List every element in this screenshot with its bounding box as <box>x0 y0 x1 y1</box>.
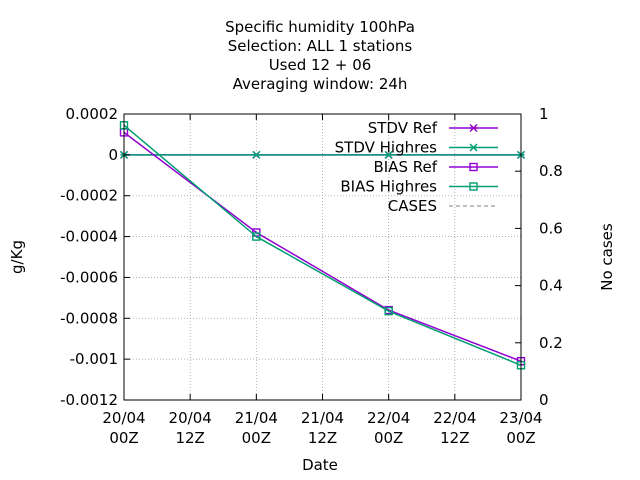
y2-tick-label: 0.4 <box>539 277 563 295</box>
marker-stroke <box>384 150 393 159</box>
x-tick-label-date: 20/04 <box>169 409 212 427</box>
y-tick-label: -0.0006 <box>60 268 118 286</box>
legend-label-stdv-ref: STDV Ref <box>368 119 438 137</box>
y-tick-label: -0.001 <box>70 350 118 368</box>
y-tick-label: -0.0002 <box>60 187 118 205</box>
y2-tick-label: 1 <box>539 105 549 123</box>
marker-stroke <box>469 143 478 152</box>
title-line-3: Used 12 + 06 <box>269 56 372 74</box>
x-tick-label-date: 22/04 <box>367 409 410 427</box>
y-tick-label: -0.0004 <box>60 228 118 246</box>
y2-tick-label: 0 <box>539 391 549 409</box>
legend-label-stdv-highres: STDV Highres <box>335 139 438 157</box>
title-line-4: Averaging window: 24h <box>233 75 408 93</box>
x-tick-label-date: 21/04 <box>301 409 344 427</box>
series-line-bias-ref <box>123 131 522 362</box>
title-line-1: Specific humidity 100hPa <box>225 18 415 36</box>
legend-marker-bias-highres <box>469 182 478 191</box>
legend-label-cases: CASES <box>388 197 437 215</box>
y2-tick-label: 0.6 <box>539 219 563 237</box>
x-tick-label-date: 23/04 <box>499 409 542 427</box>
y2-axis-label: No cases <box>598 223 616 291</box>
data-point-stdv-highres <box>252 150 261 159</box>
legend-marker-bias-ref <box>469 162 478 172</box>
x-tick-label-hour: 12Z <box>308 429 337 447</box>
y2-tick-label: 0.2 <box>539 334 563 352</box>
y-tick-label: -0.0008 <box>60 309 118 327</box>
x-tick-label-date: 22/04 <box>433 409 476 427</box>
data-point-bias-highres <box>384 306 393 316</box>
grid <box>124 114 521 400</box>
x-tick-label-hour: 00Z <box>242 429 271 447</box>
x-tick-label-date: 20/04 <box>102 409 145 427</box>
marker-stroke <box>469 124 478 132</box>
x-tick-label-hour: 00Z <box>109 429 138 447</box>
legend-marker-stdv-ref <box>469 124 478 132</box>
x-tick-label-hour: 12Z <box>440 429 469 447</box>
axes: 20/04 00Z 20/04 12Z 21/04 00Z 21/04 12Z 22/04 00Z… <box>60 105 563 447</box>
x-axis-label: Date <box>302 456 338 474</box>
legend-label-bias-ref: BIAS Ref <box>373 158 437 176</box>
y2-tick-label: 0.8 <box>539 162 563 180</box>
y-tick-label: -0.0012 <box>60 391 118 409</box>
y-tick-label: 0.0002 <box>66 105 119 123</box>
x-tick-label-hour: 12Z <box>175 429 204 447</box>
x-tick-label-date: 21/04 <box>235 409 278 427</box>
legend-marker-stdv-highres <box>469 143 478 152</box>
data-point-stdv-highres <box>384 150 393 159</box>
marker-stroke <box>252 150 261 159</box>
series-line-bias-highres <box>123 124 522 366</box>
series-layer <box>119 121 526 370</box>
x-tick-label-hour: 00Z <box>506 429 535 447</box>
x-tick-label-hour: 00Z <box>374 429 403 447</box>
y-tick-label: 0 <box>108 146 118 164</box>
data-point-bias-highres <box>252 232 261 241</box>
legend-label-bias-highres: BIAS Highres <box>340 178 437 196</box>
y-axis-label: g/Kg <box>8 240 26 274</box>
title-line-2: Selection: ALL 1 stations <box>228 37 413 55</box>
